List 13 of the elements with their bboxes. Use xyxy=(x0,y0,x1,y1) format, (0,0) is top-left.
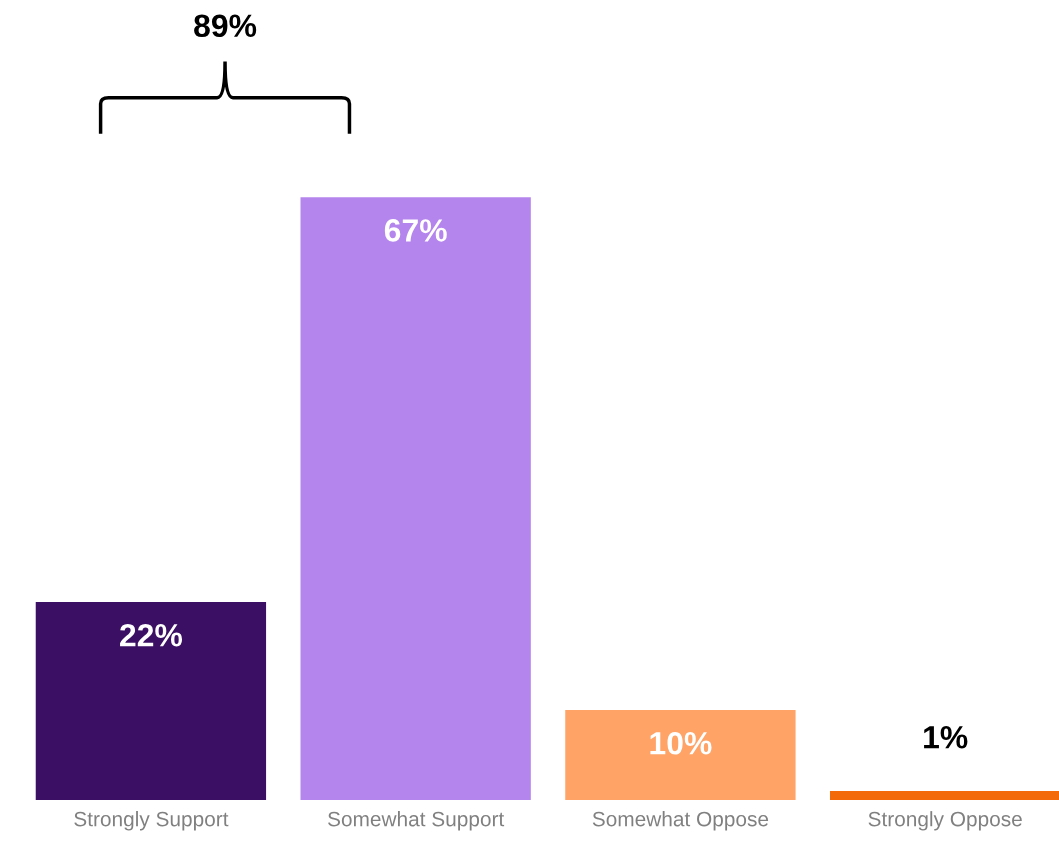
x-tick-label: Strongly Oppose xyxy=(868,811,1022,831)
bar xyxy=(829,791,1059,800)
data-label: 22% xyxy=(120,623,183,647)
bar xyxy=(300,197,531,800)
data-label: 1% xyxy=(924,725,968,749)
x-tick-label: Strongly Support xyxy=(74,811,229,831)
bar xyxy=(565,710,796,800)
data-label: 10% xyxy=(650,731,712,755)
data-label: 67% xyxy=(384,219,447,242)
bar xyxy=(35,602,267,800)
x-tick-label: Somewhat Oppose xyxy=(592,811,769,831)
x-tick-label: Somewhat Support xyxy=(328,811,505,831)
text: 89% xyxy=(194,14,257,38)
